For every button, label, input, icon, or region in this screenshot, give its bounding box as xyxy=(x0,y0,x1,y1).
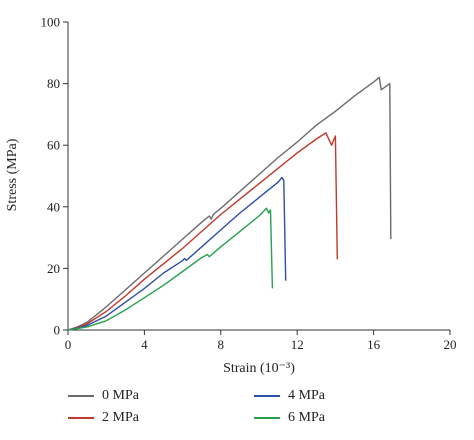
x-tick-label: 20 xyxy=(444,337,457,352)
y-tick-label: 20 xyxy=(47,261,60,276)
legend-label-2mpa: 2 MPa xyxy=(102,410,139,425)
series-line-0mpa xyxy=(67,76,392,331)
legend-item-6mpa: 6 MPa xyxy=(254,410,325,426)
axes xyxy=(67,22,450,331)
legend: 0 MPa 4 MPa 2 MPa 6 MPa xyxy=(68,388,408,438)
y-tick-label: 0 xyxy=(54,323,61,338)
x-axis-label: Strain (10⁻³) xyxy=(223,361,295,376)
y-tick-label: 60 xyxy=(47,138,60,153)
legend-label-6mpa: 6 MPa xyxy=(288,410,325,425)
ticks: 0 4 8 12 16 20 0 20 40 60 80 100 xyxy=(41,15,457,353)
legend-label-4mpa: 4 MPa xyxy=(288,388,325,403)
legend-swatch-2mpa xyxy=(68,417,94,419)
legend-swatch-6mpa xyxy=(254,417,280,419)
y-tick-label: 40 xyxy=(47,199,60,214)
x-tick-label: 8 xyxy=(218,337,225,352)
y-axis-label: Stress (MPa) xyxy=(5,138,20,211)
x-tick-label: 16 xyxy=(367,337,381,352)
x-tick-label: 12 xyxy=(291,337,304,352)
legend-item-0mpa: 0 MPa xyxy=(68,388,139,404)
legend-swatch-0mpa xyxy=(68,395,94,397)
legend-item-2mpa: 2 MPa xyxy=(68,410,139,426)
legend-swatch-4mpa xyxy=(254,395,280,397)
legend-label-0mpa: 0 MPa xyxy=(102,388,139,403)
x-tick-label: 4 xyxy=(141,337,148,352)
y-tick-label: 80 xyxy=(47,76,60,91)
series-line-4mpa xyxy=(67,176,287,331)
x-tick-label: 0 xyxy=(65,337,72,352)
series-line-6mpa xyxy=(67,207,274,331)
legend-item-4mpa: 4 MPa xyxy=(254,388,325,404)
y-tick-label: 100 xyxy=(41,15,61,30)
series-lines xyxy=(67,76,392,331)
stress-strain-chart: 0 4 8 12 16 20 0 20 40 60 80 100 Strain (10⁻³) Stre… xyxy=(5,15,457,377)
series-line-2mpa xyxy=(67,132,338,331)
